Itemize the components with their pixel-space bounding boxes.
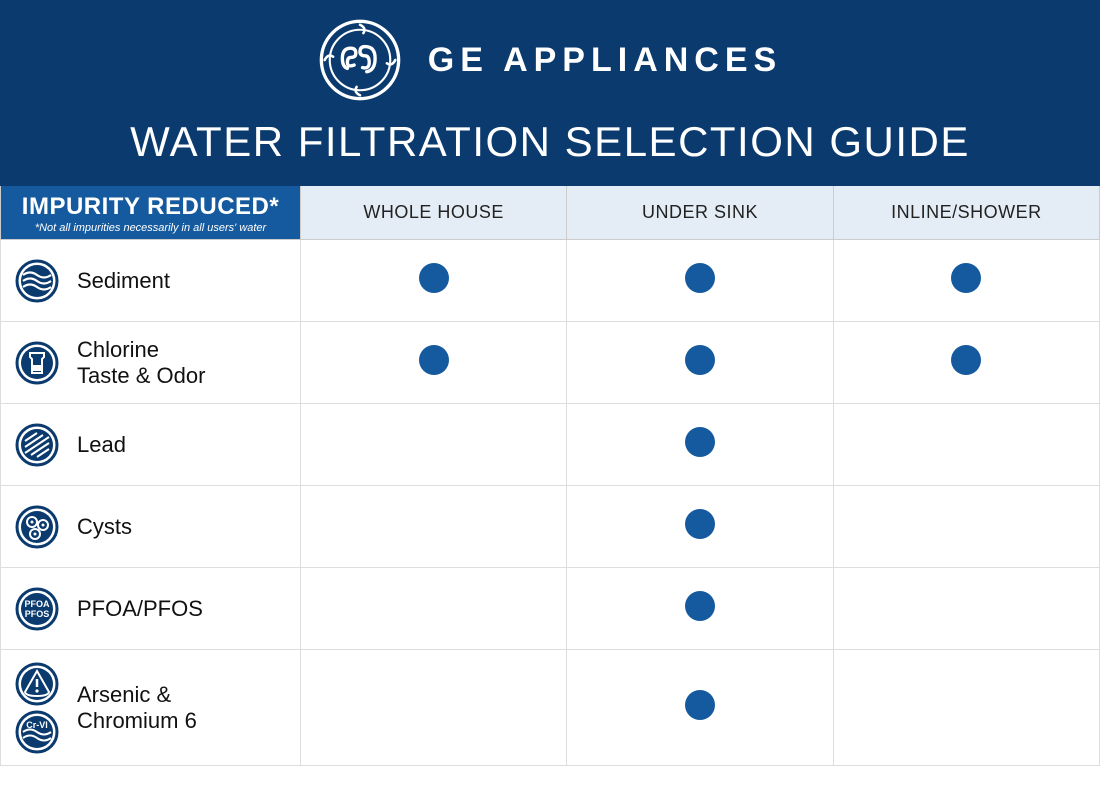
cysts-icon [15,505,59,549]
filled-dot-icon [951,263,981,293]
table-row: ChlorineTaste & Odor [1,322,1100,404]
sediment-icon [15,259,59,303]
mark-cell [301,404,567,486]
mark-cell [301,486,567,568]
brand-row: GE APPLIANCES [0,18,1100,102]
page-title: WATER FILTRATION SELECTION GUIDE [0,118,1100,166]
table-row: Sediment [1,240,1100,322]
mark-cell [833,568,1099,650]
row-label: Cysts [77,514,132,539]
filled-dot-icon [419,345,449,375]
mark-cell [833,486,1099,568]
table-row: Arsenic &Chromium 6 [1,650,1100,766]
mark-cell [833,650,1099,766]
mark-cell [567,568,833,650]
mark-cell [833,240,1099,322]
mark-cell [301,240,567,322]
mark-cell [833,322,1099,404]
lead-icon [15,423,59,467]
filled-dot-icon [685,427,715,457]
ge-logo-icon [318,18,402,102]
comparison-table: IMPURITY REDUCED* *Not all impurities ne… [0,186,1100,766]
filled-dot-icon [685,509,715,539]
filled-dot-icon [951,345,981,375]
filled-dot-icon [685,690,715,720]
mark-cell [301,322,567,404]
filled-dot-icon [685,345,715,375]
filled-dot-icon [685,591,715,621]
mark-cell [567,650,833,766]
mark-cell [301,650,567,766]
row-label-cell: Sediment [1,240,301,322]
col-header-under-sink: UNDER SINK [567,186,833,240]
filled-dot-icon [685,263,715,293]
row-label: Lead [77,432,126,457]
row-label: PFOA/PFOS [77,596,203,621]
table-row: Lead [1,404,1100,486]
mark-cell [567,486,833,568]
row-label-cell: Arsenic &Chromium 6 [1,650,301,766]
filled-dot-icon [419,263,449,293]
chromium-icon [15,710,59,754]
table-row: Cysts [1,486,1100,568]
col-header-inline-shower: INLINE/SHOWER [833,186,1099,240]
header-banner: GE APPLIANCES WATER FILTRATION SELECTION… [0,0,1100,186]
row-label-cell: ChlorineTaste & Odor [1,322,301,404]
pfoa-icon [15,587,59,631]
row-label-cell: PFOA/PFOS [1,568,301,650]
corner-footnote: *Not all impurities necessarily in all u… [11,222,290,234]
mark-cell [833,404,1099,486]
table-row: PFOA/PFOS [1,568,1100,650]
arsenic-icon [15,662,59,706]
chlorine-icon [15,341,59,385]
row-label: Sediment [77,268,170,293]
row-label: Arsenic &Chromium 6 [77,682,197,733]
row-label-cell: Cysts [1,486,301,568]
col-header-whole-house: WHOLE HOUSE [301,186,567,240]
mark-cell [567,404,833,486]
mark-cell [301,568,567,650]
mark-cell [567,240,833,322]
mark-cell [567,322,833,404]
brand-name: GE APPLIANCES [428,41,782,80]
corner-header: IMPURITY REDUCED* *Not all impurities ne… [1,186,301,240]
row-label: ChlorineTaste & Odor [77,337,205,388]
row-label-cell: Lead [1,404,301,486]
corner-heading: IMPURITY REDUCED* [22,193,279,220]
